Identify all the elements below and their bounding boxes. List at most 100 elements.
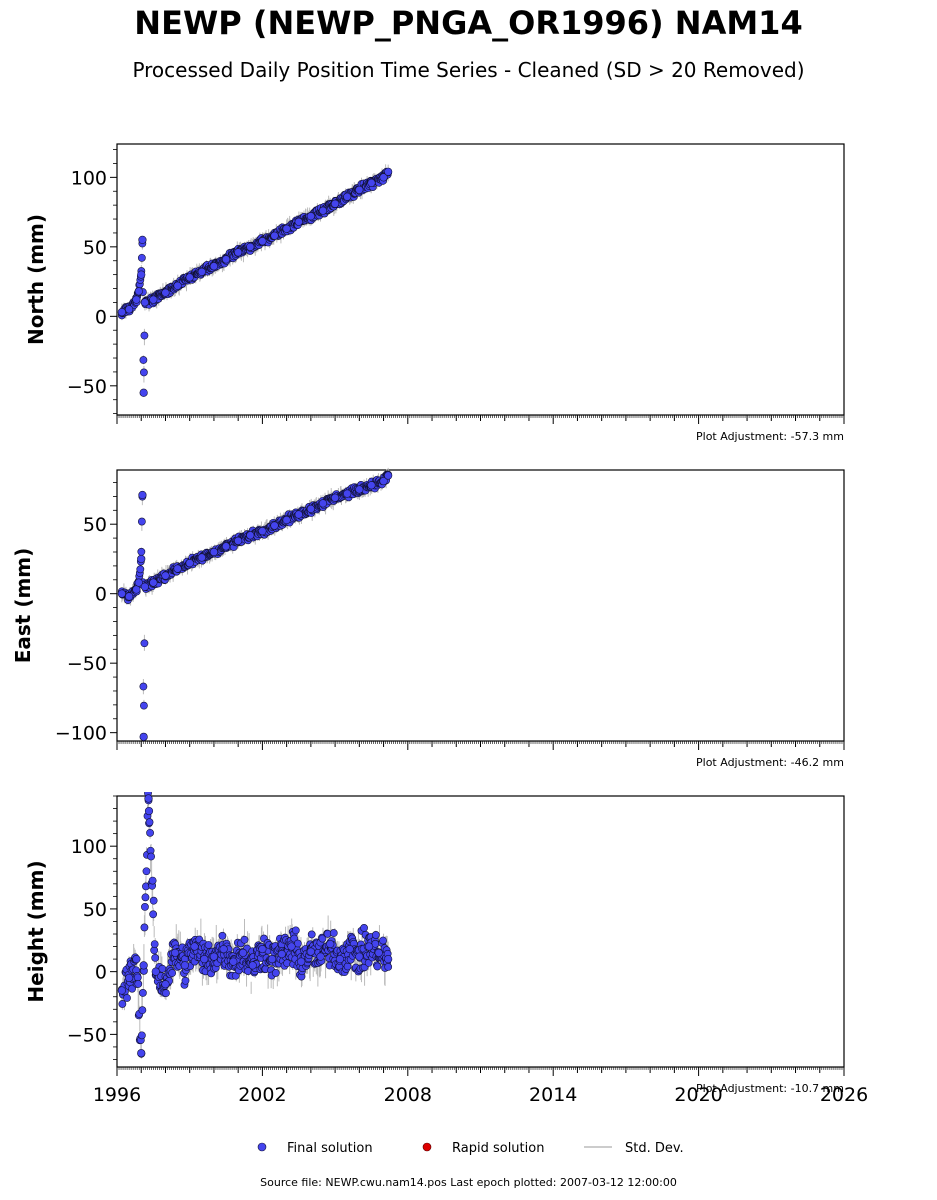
- data-point: [355, 485, 364, 494]
- data-point: [173, 281, 182, 290]
- data-point: [161, 288, 170, 297]
- data-point: [331, 493, 340, 502]
- data-point: [258, 237, 267, 246]
- data-point: [137, 253, 146, 262]
- data-point: [248, 961, 257, 970]
- data-point: [355, 952, 364, 961]
- data-point: [138, 989, 147, 997]
- data-point: [209, 952, 219, 961]
- data-group: [117, 792, 393, 1059]
- y-tick-label: −50: [67, 1024, 107, 1046]
- data-point: [318, 934, 327, 943]
- data-point: [132, 585, 141, 594]
- data-point: [190, 942, 199, 951]
- y-tick-label: 0: [95, 962, 107, 984]
- data-point: [221, 255, 231, 264]
- data-point: [221, 542, 231, 551]
- y-tick-label: −100: [55, 723, 107, 745]
- data-point: [125, 592, 134, 601]
- data-point: [140, 331, 149, 340]
- data-point: [132, 955, 141, 964]
- data-point: [139, 682, 148, 691]
- data-point: [229, 957, 238, 966]
- data-point: [331, 199, 340, 208]
- data-point: [140, 639, 149, 648]
- data-point: [294, 510, 303, 519]
- data-point: [384, 167, 393, 176]
- y-tick-label: −50: [67, 653, 107, 675]
- data-point: [384, 963, 393, 971]
- data-point: [240, 935, 249, 944]
- data-point: [271, 969, 280, 977]
- data-point: [144, 794, 153, 803]
- data-point: [267, 955, 277, 964]
- data-point: [379, 936, 387, 945]
- x-tick-label: 1996: [93, 1084, 141, 1106]
- x-tick-label: 2014: [529, 1084, 577, 1106]
- data-point: [149, 295, 158, 304]
- data-point: [270, 521, 279, 530]
- data-point: [139, 388, 148, 397]
- data-point: [145, 818, 154, 827]
- data-point: [335, 955, 345, 964]
- data-point: [138, 235, 147, 244]
- data-point: [384, 471, 393, 480]
- data-point: [137, 517, 146, 526]
- data-point: [148, 876, 157, 885]
- data-point: [144, 806, 154, 816]
- data-point: [150, 940, 159, 949]
- data-point: [139, 732, 148, 741]
- data-point: [138, 490, 147, 500]
- data-point: [134, 287, 143, 296]
- data-point: [306, 947, 315, 956]
- data-point: [181, 976, 190, 985]
- data-point: [117, 589, 126, 598]
- data-point: [373, 962, 382, 971]
- y-axis-label: North (mm): [24, 214, 48, 345]
- data-point: [146, 828, 154, 837]
- data-point: [133, 973, 142, 982]
- data-point: [142, 867, 151, 876]
- y-tick-label: 50: [83, 514, 107, 536]
- data-point: [282, 224, 291, 233]
- y-tick-label: −50: [67, 376, 107, 398]
- data-point: [171, 948, 180, 957]
- data-point: [291, 926, 300, 935]
- data-point: [306, 212, 315, 221]
- data-point: [355, 185, 364, 194]
- chart-title: NEWP (NEWP_PNGA_OR1996) NAM14: [134, 4, 803, 42]
- data-point: [147, 852, 155, 861]
- data-point: [138, 1006, 147, 1015]
- data-point: [246, 531, 255, 540]
- data-point: [173, 564, 182, 573]
- data-point: [371, 931, 380, 939]
- data-point: [209, 547, 219, 557]
- data-point: [316, 952, 325, 961]
- data-point: [364, 958, 373, 967]
- data-point: [140, 923, 149, 932]
- legend-final-marker: [257, 1142, 267, 1152]
- axes-frame: [116, 469, 845, 742]
- y-axis-label: East (mm): [11, 548, 35, 664]
- legend-final-label: Final solution: [287, 1141, 373, 1156]
- data-point: [123, 994, 131, 1002]
- data-point: [270, 231, 279, 240]
- data-point: [234, 248, 243, 257]
- data-point: [140, 582, 149, 591]
- data-point: [180, 961, 189, 970]
- plot-adjustment-note: Plot Adjustment: -10.7 mm: [696, 1082, 844, 1095]
- y-tick-label: 0: [95, 584, 107, 606]
- source-note: Source file: NEWP.cwu.nam14.pos Last epo…: [260, 1176, 677, 1189]
- data-point: [141, 893, 150, 902]
- data-point: [218, 931, 227, 940]
- data-point: [343, 489, 352, 498]
- data-group: [117, 467, 393, 741]
- data-point: [117, 308, 126, 317]
- y-tick-label: 100: [71, 836, 107, 858]
- data-point: [161, 571, 170, 580]
- data-point: [151, 967, 160, 976]
- data-point: [185, 559, 194, 568]
- data-point: [364, 942, 374, 951]
- data-point: [287, 942, 296, 951]
